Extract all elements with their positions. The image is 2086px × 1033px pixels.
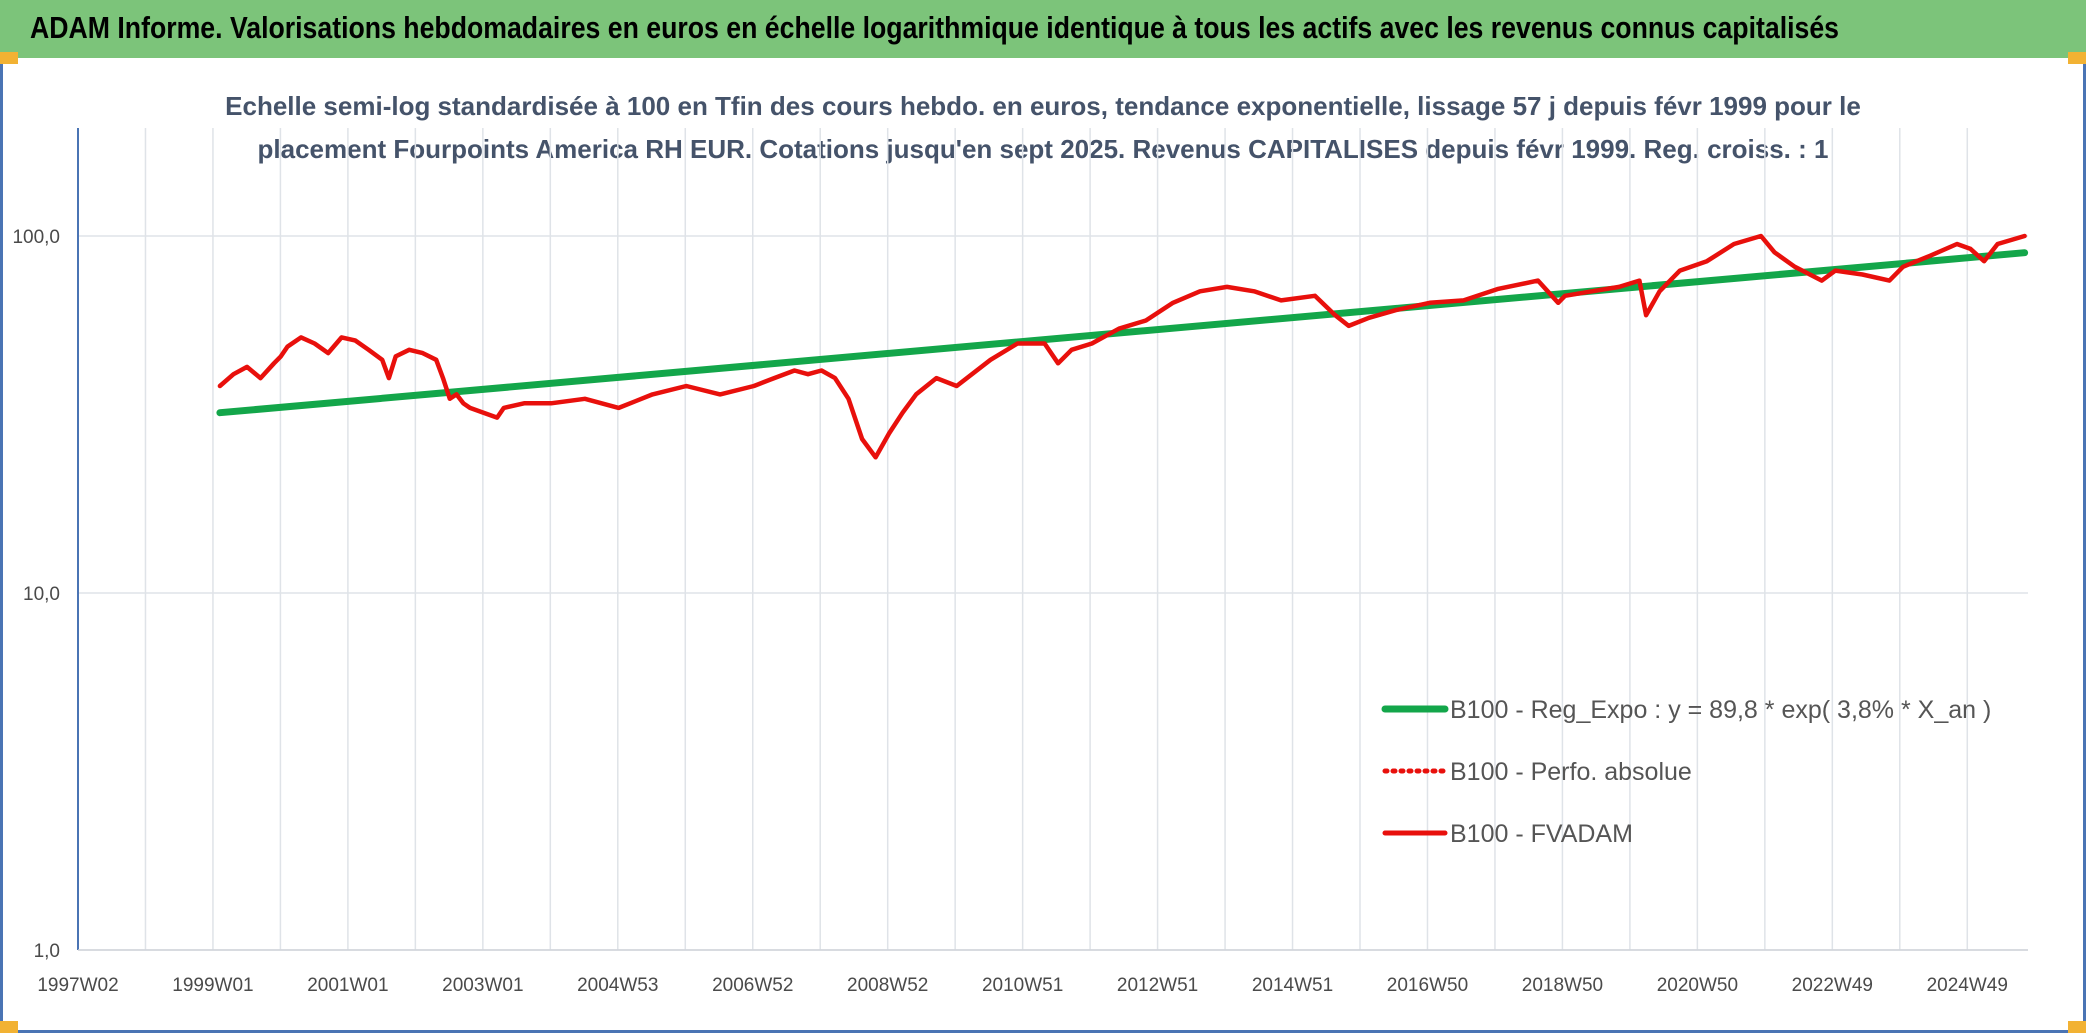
- series-line-0: [216, 249, 2029, 417]
- x-tick-label: 2001W01: [307, 975, 388, 996]
- corner-accent-bottom-left: [0, 1021, 18, 1033]
- corner-accent-top-left: [0, 52, 18, 64]
- legend-label-0: B100 - Reg_Expo : y = 89,8 * exp( 3,8% *…: [1450, 696, 1991, 724]
- x-tick-label: 2022W49: [1792, 975, 1873, 996]
- series-line-2: [217, 233, 2027, 460]
- corner-accent-bottom-right: [2068, 1021, 2086, 1033]
- chart-legend: B100 - Reg_Expo : y = 89,8 * exp( 3,8% *…: [1381, 696, 1991, 848]
- x-tick-label: 2020W50: [1657, 975, 1738, 996]
- page-title: ADAM Informe. Valorisations hebdomadaire…: [30, 10, 1840, 45]
- x-tick-label: 2018W50: [1522, 975, 1603, 996]
- x-tick-label: 1999W01: [172, 975, 253, 996]
- series-layer: [216, 233, 2029, 460]
- x-tick-label: 2004W53: [577, 975, 658, 996]
- corner-accent-top-right: [2068, 52, 2086, 64]
- legend-label-2: B100 - FVADAM: [1450, 820, 1633, 848]
- chart-subtitle-line-1: Echelle semi-log standardisée à 100 en T…: [225, 91, 1861, 121]
- axis-layer: 1,0 10,0 100,0 1997W02 1999W01 2001W01 2003W01…: [12, 128, 2028, 996]
- x-tick-label: 2024W49: [1927, 975, 2008, 996]
- x-tick-label: 2016W50: [1387, 975, 1468, 996]
- x-tick-label: 2010W51: [982, 975, 1063, 996]
- x-tick-label: 2012W51: [1117, 975, 1198, 996]
- legend-label-1: B100 - Perfo. absolue: [1450, 758, 1692, 786]
- x-tick-label: 2008W52: [847, 975, 928, 996]
- y-tick-label: 100,0: [12, 227, 60, 248]
- x-tick-label: 2006W52: [712, 975, 793, 996]
- header-bar: ADAM Informe. Valorisations hebdomadaire…: [0, 0, 2086, 58]
- x-tick-label: 2014W51: [1252, 975, 1333, 996]
- grid-layer: [78, 128, 2028, 951]
- y-tick-label: 1,0: [34, 941, 60, 962]
- y-tick-label: 10,0: [23, 584, 60, 605]
- x-tick-label: 2003W01: [442, 975, 523, 996]
- chart-subtitle-line-2: placement Fourpoints America RH EUR. Cot…: [257, 134, 1829, 164]
- x-tick-label: 1997W02: [37, 975, 118, 996]
